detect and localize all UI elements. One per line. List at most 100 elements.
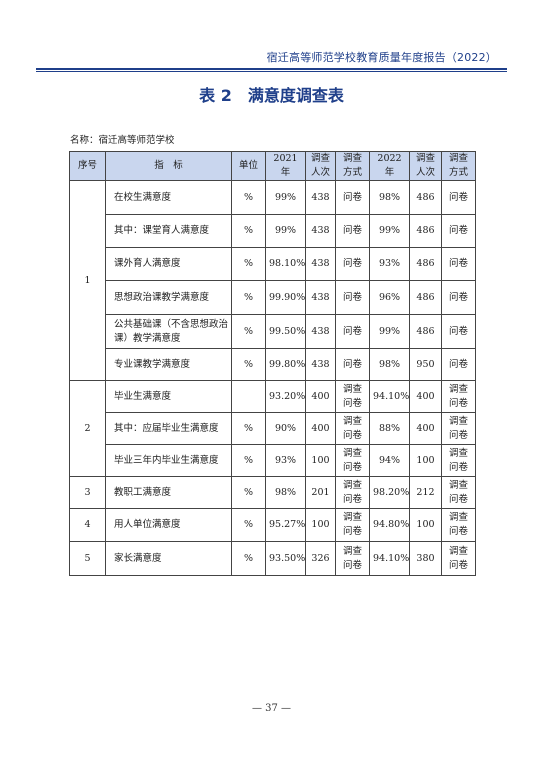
unit-cell: % (231, 247, 266, 281)
value-2021-cell: 93.50% (265, 541, 306, 576)
table-row: 其中：应届毕业生满意度% 90% 400 调查问卷 88% 400 调查问卷 (70, 412, 476, 445)
method-2022-cell: 问卷 (441, 280, 476, 315)
col-header-method-2021: 调查方式 (335, 151, 370, 181)
count-2021-cell: 400 (305, 412, 336, 445)
table-row: 课外育人满意度% 98.10% 438 问卷 93% 486 问卷 (70, 247, 476, 281)
name-line: 名称：宿迁高等师范学校 (70, 135, 175, 146)
table-title: 表 2 满意度调查表 (199, 86, 344, 105)
count-2021-cell: 438 (305, 180, 336, 215)
count-2022-cell: 100 (409, 508, 442, 542)
indicator-cell: 思想政治课教学满意度 (105, 280, 232, 315)
table-row: 公共基础课（不含思想政治课）教学满意度% 99.50% 438 问卷 99% 486 问卷 (70, 314, 476, 349)
count-2021-cell: 201 (305, 476, 336, 509)
unit-cell: % (231, 412, 266, 445)
unit-cell: % (231, 214, 266, 248)
method-2022-cell: 问卷 (441, 348, 476, 381)
indicator-cell: 课外育人满意度 (105, 247, 232, 281)
count-2021-cell: 438 (305, 247, 336, 281)
method-2021-cell: 调查问卷 (335, 412, 370, 445)
method-2022-cell: 调查问卷 (441, 444, 476, 477)
value-2022-cell: 94.10% (369, 380, 410, 413)
table-row: 专业课教学满意度% 99.80% 438 问卷 98% 950 问卷 (70, 348, 476, 381)
value-2022-cell: 94% (369, 444, 410, 477)
row-number: 4 (69, 508, 106, 542)
method-2021-cell: 问卷 (335, 214, 370, 248)
value-2021-cell: 95.27% (265, 508, 306, 542)
value-2021-cell: 93% (265, 444, 306, 477)
header-row: 序号 指 标 单位 2021 年 调查人次 调查方式 2022 年 调查人次 调… (69, 151, 476, 181)
value-2021-cell: 93.20% (265, 380, 306, 413)
value-2021-cell: 99% (265, 180, 306, 215)
method-2021-cell: 问卷 (335, 348, 370, 381)
method-2021-cell: 问卷 (335, 314, 370, 349)
indicator-cell: 公共基础课（不含思想政治课）教学满意度 (105, 314, 232, 349)
value-2021-cell: 98% (265, 476, 306, 509)
value-2022-cell: 88% (369, 412, 410, 445)
unit-cell: % (231, 180, 266, 215)
method-2021-cell: 调查问卷 (335, 444, 370, 477)
method-2022-cell: 问卷 (441, 247, 476, 281)
method-2021-cell: 调查问卷 (335, 476, 370, 509)
count-2021-cell: 438 (305, 314, 336, 349)
value-2022-cell: 94.10% (369, 541, 410, 576)
indicator-cell: 其中：课堂育人满意度 (105, 214, 232, 248)
indicator-cell: 其中：应届毕业生满意度 (105, 412, 232, 445)
value-2022-cell: 98% (369, 180, 410, 215)
value-2021-cell: 99.50% (265, 314, 306, 349)
method-2022-cell: 调查问卷 (441, 380, 476, 413)
indicator-cell: 教职工满意度 (105, 476, 232, 509)
method-2021-cell: 调查问卷 (335, 541, 370, 576)
unit-cell: % (231, 476, 266, 509)
value-2021-cell: 99.90% (265, 280, 306, 315)
method-2022-cell: 问卷 (441, 314, 476, 349)
table-row: 其中：课堂育人满意度% 99% 438 问卷 99% 486 问卷 (70, 214, 476, 248)
indicator-cell: 在校生满意度 (105, 180, 232, 215)
count-2022-cell: 486 (409, 214, 442, 248)
unit-cell (231, 380, 266, 413)
satisfaction-table: 序号 指 标 单位 2021 年 调查人次 调查方式 2022 年 调查人次 调… (69, 151, 476, 576)
row-number: 5 (69, 541, 106, 576)
col-header-indicator: 指 标 (105, 151, 232, 181)
unit-cell: % (231, 348, 266, 381)
table-row: 思想政治课教学满意度% 99.90% 438 问卷 96% 486 问卷 (70, 280, 476, 315)
count-2021-cell: 100 (305, 508, 336, 542)
method-2022-cell: 问卷 (441, 214, 476, 248)
col-header-count-2022: 调查人次 (409, 151, 442, 181)
value-2022-cell: 94.80% (369, 508, 410, 542)
indicator-cell: 毕业三年内毕业生满意度 (105, 444, 232, 477)
value-2022-cell: 98% (369, 348, 410, 381)
col-header-2022: 2022 年 (369, 151, 410, 181)
count-2022-cell: 400 (409, 412, 442, 445)
count-2022-cell: 486 (409, 247, 442, 281)
unit-cell: % (231, 314, 266, 349)
value-2022-cell: 98.20% (369, 476, 410, 509)
count-2021-cell: 438 (305, 214, 336, 248)
table-row: 5 家长满意度% 93.50% 326 调查问卷 94.10% 380 调查问卷 (69, 541, 476, 576)
count-2022-cell: 950 (409, 348, 442, 381)
table-row: 2 毕业生满意度 93.20% 400 调查问卷 94.10% 400 调查问卷 (69, 380, 476, 477)
col-header-no: 序号 (69, 151, 106, 181)
table-row: 1 在校生满意度% 99% 438 问卷 98% 486 问卷 (69, 180, 476, 381)
table-row: 4 用人单位满意度% 95.27% 100 调查问卷 94.80% 100 调查问卷 (69, 508, 476, 542)
method-2021-cell: 问卷 (335, 180, 370, 215)
indicator-cell: 专业课教学满意度 (105, 348, 232, 381)
count-2022-cell: 486 (409, 314, 442, 349)
page-number: — 37 — (251, 703, 292, 714)
unit-cell: % (231, 444, 266, 477)
indicator-cell: 家长满意度 (105, 541, 232, 576)
method-2022-cell: 调查问卷 (441, 508, 476, 542)
value-2022-cell: 96% (369, 280, 410, 315)
method-2021-cell: 调查问卷 (335, 380, 370, 413)
value-2021-cell: 99% (265, 214, 306, 248)
method-2022-cell: 调查问卷 (441, 476, 476, 509)
count-2022-cell: 380 (409, 541, 442, 576)
table-row: 3 教职工满意度% 98% 201 调查问卷 98.20% 212 调查问卷 (69, 476, 476, 509)
method-2022-cell: 调查问卷 (441, 541, 476, 576)
unit-cell: % (231, 541, 266, 576)
value-2021-cell: 99.80% (265, 348, 306, 381)
count-2021-cell: 326 (305, 541, 336, 576)
method-2022-cell: 调查问卷 (441, 412, 476, 445)
value-2022-cell: 99% (369, 214, 410, 248)
value-2022-cell: 93% (369, 247, 410, 281)
row-number: 3 (69, 476, 106, 509)
